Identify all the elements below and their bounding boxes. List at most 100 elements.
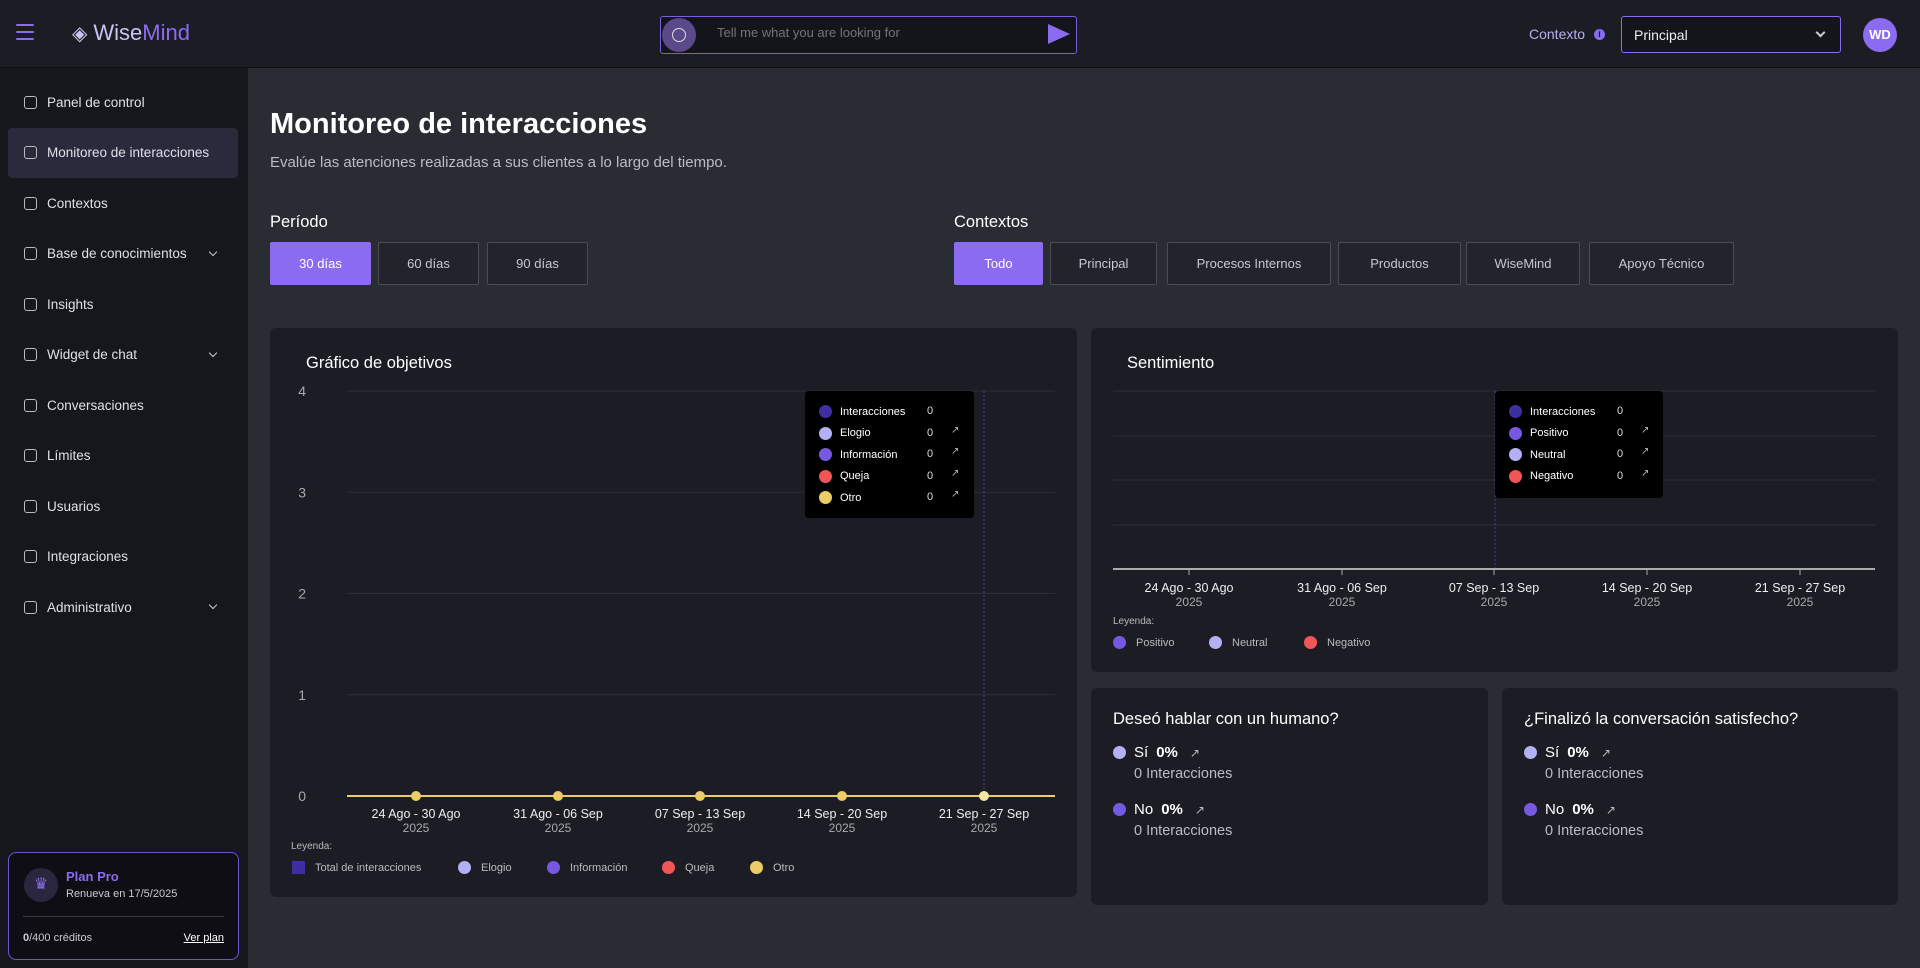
search-input[interactable] xyxy=(717,25,1017,40)
legend-item[interactable]: Positivo xyxy=(1113,636,1175,649)
sidebar-item[interactable]: Integraciones xyxy=(8,532,238,582)
legend-item[interactable]: Neutral xyxy=(1209,636,1267,649)
external-link-icon[interactable]: ↗ xyxy=(1600,745,1611,760)
legend-swatch xyxy=(1304,636,1317,649)
legend-dot xyxy=(1509,426,1522,440)
tooltip-label: Elogio xyxy=(840,427,871,439)
sidebar-item-label: Límites xyxy=(47,448,91,463)
nav-icon xyxy=(24,550,37,563)
chevron-down-icon[interactable] xyxy=(208,247,218,256)
nav-icon xyxy=(24,196,37,210)
legend-swatch xyxy=(662,861,675,874)
page-subtitle: Evalúe las atenciones realizadas a sus c… xyxy=(270,154,727,171)
data-point[interactable] xyxy=(695,791,705,801)
sidebar-item[interactable]: Usuarios xyxy=(8,481,238,531)
sidebar-item[interactable]: Límites xyxy=(8,431,238,481)
tooltip-row: Negativo xyxy=(1509,469,1573,483)
sidebar-item[interactable]: Administrativo xyxy=(8,582,238,632)
legend-label: Positivo xyxy=(1136,636,1175,649)
external-link-icon[interactable]: ↗ xyxy=(1641,446,1650,457)
brand-a: Wise xyxy=(93,20,143,45)
yes-percent: 0% xyxy=(1156,744,1178,761)
period-button[interactable]: 90 días xyxy=(487,242,588,285)
tooltip-row: Queja xyxy=(819,469,869,483)
tooltip-row: Interacciones xyxy=(1509,405,1595,418)
x-tick-label: 14 Sep - 20 Sep xyxy=(1602,581,1692,595)
no-count: 0 Interacciones xyxy=(1134,823,1233,839)
goals-chart-title: Gráfico de objetivos xyxy=(306,354,452,372)
plan-card: ♛ Plan Pro Renueva en 17/5/2025 0/400 cr… xyxy=(8,852,239,960)
sidebar-item[interactable]: Monitoreo de interacciones xyxy=(8,127,238,178)
assistant-orb-icon[interactable] xyxy=(662,18,696,52)
context-button[interactable]: Apoyo Técnico xyxy=(1589,242,1734,285)
tooltip-row: Información xyxy=(819,448,897,461)
wisemind-logo[interactable]: ◈ WiseMind xyxy=(72,20,190,45)
external-link-icon[interactable]: ↗ xyxy=(1605,802,1616,817)
tooltip-label: Interacciones xyxy=(1530,405,1596,418)
chevron-down-icon[interactable] xyxy=(208,348,218,357)
tooltip-value: 0 xyxy=(1617,426,1624,439)
sidebar-item[interactable]: Widget de chat xyxy=(8,330,238,380)
context-button[interactable]: Principal xyxy=(1050,242,1157,285)
external-link-icon[interactable]: ↗ xyxy=(1189,745,1200,760)
context-button[interactable]: WiseMind xyxy=(1466,242,1580,285)
legend-title: Leyenda: xyxy=(291,841,333,852)
context-button[interactable]: Todo xyxy=(954,242,1043,285)
sidebar-item-label: Base de conocimientos xyxy=(47,246,187,261)
sidebar-item[interactable]: Contextos xyxy=(8,178,238,228)
nav-icon xyxy=(24,600,37,614)
legend-item[interactable]: Otro xyxy=(750,861,794,874)
data-point[interactable] xyxy=(411,791,421,801)
x-tick-year: 2025 xyxy=(1481,595,1508,609)
yes-label: Sí xyxy=(1134,744,1149,761)
sidebar-item[interactable]: Insights xyxy=(8,279,238,329)
x-tick-year: 2025 xyxy=(687,821,714,835)
menu-icon[interactable] xyxy=(16,24,34,40)
external-link-icon[interactable]: ↗ xyxy=(1641,467,1650,479)
no-percent: 0% xyxy=(1161,801,1183,818)
tooltip-value: 0 xyxy=(1617,448,1624,460)
legend-item[interactable]: Elogio xyxy=(458,861,512,874)
context-button[interactable]: Procesos Internos xyxy=(1167,242,1331,285)
period-button[interactable]: 60 días xyxy=(378,242,479,285)
y-tick-label: 1 xyxy=(298,687,306,703)
divider xyxy=(23,916,224,917)
external-link-icon[interactable]: ↗ xyxy=(1194,802,1205,817)
period-button[interactable]: 30 días xyxy=(270,242,371,285)
avatar[interactable]: WD xyxy=(1863,18,1897,52)
external-link-icon[interactable]: ↗ xyxy=(1641,424,1650,436)
legend-label: Información xyxy=(570,861,628,874)
legend-item[interactable]: Información xyxy=(547,861,627,874)
card-title: Deseó hablar con un humano? xyxy=(1113,710,1339,728)
send-icon[interactable] xyxy=(1048,24,1070,44)
chevron-down-icon xyxy=(1815,27,1826,38)
external-link-icon[interactable]: ↗ xyxy=(951,489,960,500)
external-link-icon[interactable]: ↗ xyxy=(951,424,960,436)
yes-row: Sí 0% ↗ xyxy=(1524,744,1611,761)
x-tick-year: 2025 xyxy=(1176,595,1203,609)
nav-icon xyxy=(24,398,37,412)
legend-item[interactable]: Negativo xyxy=(1304,636,1370,649)
sidebar-item[interactable]: Panel de control xyxy=(8,77,238,127)
x-tick-label: 21 Sep - 27 Sep xyxy=(1755,581,1845,595)
sidebar-item[interactable]: Conversaciones xyxy=(8,380,238,430)
legend-item[interactable]: Total de interacciones xyxy=(292,861,421,874)
info-icon[interactable]: i xyxy=(1594,29,1605,40)
external-link-icon[interactable]: ↗ xyxy=(951,446,960,457)
brand-b: Mind xyxy=(142,20,190,45)
sidebar-item[interactable]: Base de conocimientos xyxy=(8,229,238,279)
external-link-icon[interactable]: ↗ xyxy=(951,467,960,479)
tooltip-label: Otro xyxy=(840,491,862,504)
context-button[interactable]: Productos xyxy=(1338,242,1461,285)
legend-item[interactable]: Queja xyxy=(662,861,714,874)
data-point[interactable] xyxy=(837,791,847,801)
nav-icon xyxy=(24,297,37,311)
tooltip-value: 0 xyxy=(927,491,934,503)
legend-label: Negativo xyxy=(1327,636,1371,649)
view-plan-link[interactable]: Ver plan xyxy=(183,932,224,944)
data-point[interactable] xyxy=(979,791,989,801)
data-point[interactable] xyxy=(553,791,563,801)
context-select[interactable]: Principal xyxy=(1621,16,1841,53)
x-tick-label: 24 Ago - 30 Ago xyxy=(372,807,461,821)
chevron-down-icon[interactable] xyxy=(208,600,218,610)
